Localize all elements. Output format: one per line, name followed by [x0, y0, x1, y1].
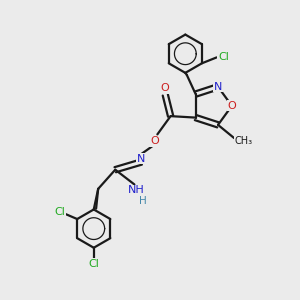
Text: N: N	[214, 82, 222, 92]
Text: N: N	[137, 154, 146, 164]
Text: H: H	[139, 196, 147, 206]
Text: O: O	[227, 101, 236, 111]
Text: NH: NH	[128, 185, 144, 195]
Text: Cl: Cl	[54, 207, 65, 217]
Text: O: O	[160, 83, 169, 94]
Text: CH₃: CH₃	[235, 136, 253, 146]
Text: O: O	[150, 136, 159, 146]
Text: Cl: Cl	[218, 52, 229, 62]
Text: Cl: Cl	[88, 259, 99, 269]
